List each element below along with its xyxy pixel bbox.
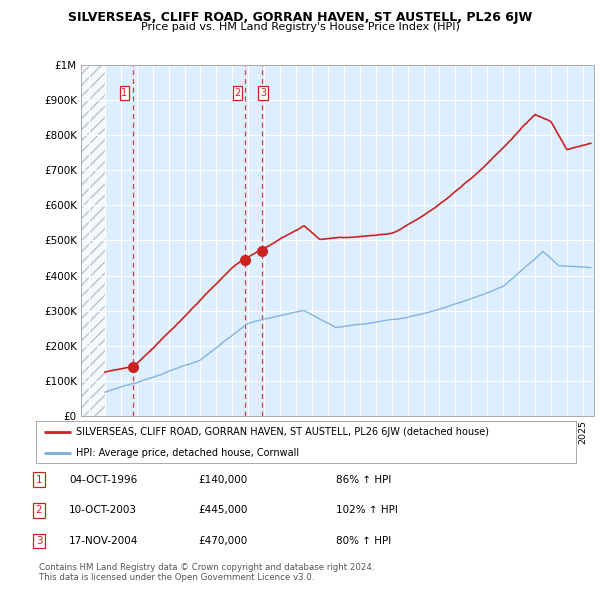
Text: 1: 1 xyxy=(35,475,43,484)
Text: £445,000: £445,000 xyxy=(198,506,247,515)
Text: 3: 3 xyxy=(260,88,266,98)
Text: This data is licensed under the Open Government Licence v3.0.: This data is licensed under the Open Gov… xyxy=(39,573,314,582)
Text: 10-OCT-2003: 10-OCT-2003 xyxy=(69,506,137,515)
Text: Price paid vs. HM Land Registry's House Price Index (HPI): Price paid vs. HM Land Registry's House … xyxy=(140,22,460,32)
Text: 17-NOV-2004: 17-NOV-2004 xyxy=(69,536,139,546)
Text: SILVERSEAS, CLIFF ROAD, GORRAN HAVEN, ST AUSTELL, PL26 6JW: SILVERSEAS, CLIFF ROAD, GORRAN HAVEN, ST… xyxy=(68,11,532,24)
Text: 3: 3 xyxy=(35,536,43,546)
Bar xyxy=(81,65,105,416)
Text: 1: 1 xyxy=(121,88,127,98)
Text: 102% ↑ HPI: 102% ↑ HPI xyxy=(336,506,398,515)
Text: SILVERSEAS, CLIFF ROAD, GORRAN HAVEN, ST AUSTELL, PL26 6JW (detached house): SILVERSEAS, CLIFF ROAD, GORRAN HAVEN, ST… xyxy=(77,427,490,437)
Text: HPI: Average price, detached house, Cornwall: HPI: Average price, detached house, Corn… xyxy=(77,448,299,457)
Text: £470,000: £470,000 xyxy=(198,536,247,546)
Text: 80% ↑ HPI: 80% ↑ HPI xyxy=(336,536,391,546)
Text: 04-OCT-1996: 04-OCT-1996 xyxy=(69,475,137,484)
Text: £140,000: £140,000 xyxy=(198,475,247,484)
Text: 2: 2 xyxy=(235,88,241,98)
Text: 2: 2 xyxy=(35,506,43,515)
Text: Contains HM Land Registry data © Crown copyright and database right 2024.: Contains HM Land Registry data © Crown c… xyxy=(39,563,374,572)
Text: 86% ↑ HPI: 86% ↑ HPI xyxy=(336,475,391,484)
